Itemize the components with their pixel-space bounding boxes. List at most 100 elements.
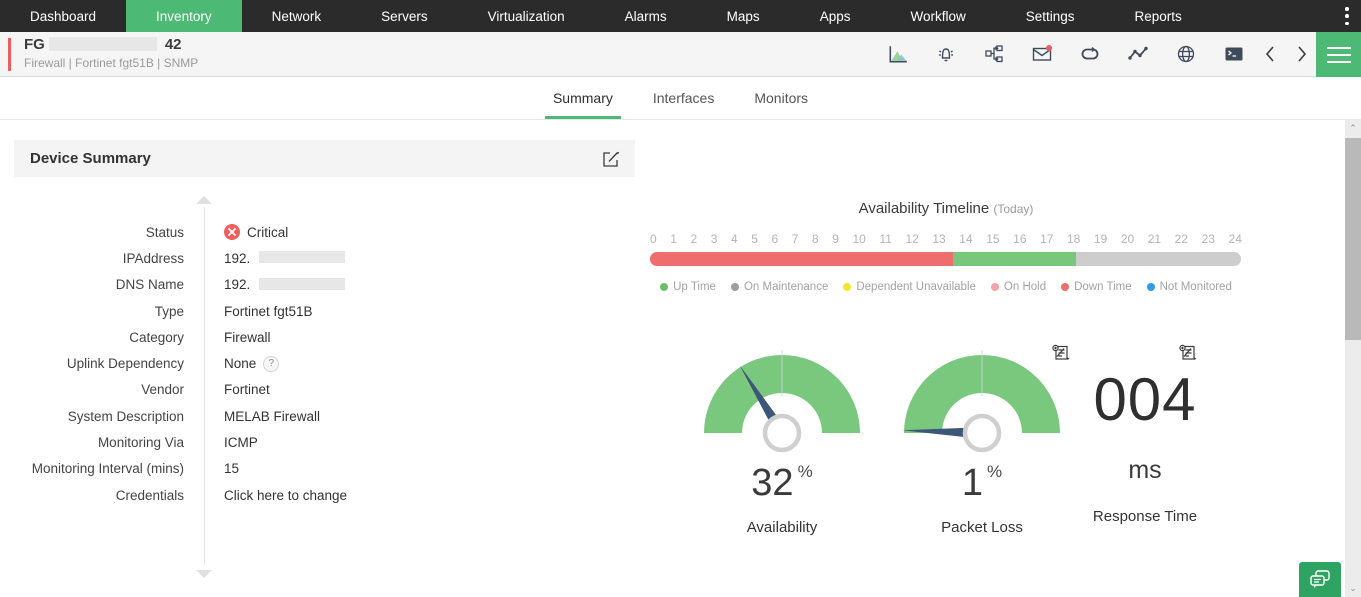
mail-icon[interactable] xyxy=(1031,43,1053,65)
device-title-number: 42 xyxy=(164,36,182,53)
scrollbar-up-icon[interactable]: ⌃ xyxy=(1349,123,1357,133)
nav-item-settings[interactable]: Settings xyxy=(1025,8,1075,24)
field-divider xyxy=(204,207,205,565)
field-row-vendor: Vendor Fortinet xyxy=(141,382,270,398)
field-row-ipaddress: IPAddress 192. xyxy=(14,245,574,271)
chat-bubbles-icon xyxy=(1310,569,1330,588)
system-description-value: MELAB Firewall xyxy=(224,408,321,424)
status-value: Critical xyxy=(247,224,289,240)
workflow-icon[interactable] xyxy=(983,43,1005,65)
more-menu-icon[interactable] xyxy=(1341,7,1353,25)
nav-item-workflow[interactable]: Workflow xyxy=(910,8,966,24)
prev-device-icon[interactable] xyxy=(1263,43,1277,65)
vendor-value: Fortinet xyxy=(224,382,270,398)
category-value: Firewall xyxy=(224,329,271,345)
dnsname-value: 192. xyxy=(224,277,251,293)
performance-chart-icon[interactable] xyxy=(887,43,909,65)
ipaddress-value: 192. xyxy=(224,250,251,266)
nav-item-servers[interactable]: Servers xyxy=(381,8,428,24)
onhold-dot-icon xyxy=(990,283,999,291)
edit-icon[interactable] xyxy=(601,149,621,169)
tab-summary[interactable]: Summary xyxy=(544,90,621,119)
timeline-segment-uptime[interactable] xyxy=(952,252,1076,266)
legend-item-downtime: Down Time xyxy=(1061,281,1132,293)
nav-item-dashboard[interactable]: Dashboard xyxy=(30,8,97,24)
field-row-uplink-dependency: Uplink Dependency None ? xyxy=(14,350,574,376)
menu-toggle-button[interactable] xyxy=(1316,32,1361,77)
field-row-status: Status Critical xyxy=(145,224,289,241)
field-row-category: Category Firewall xyxy=(129,329,271,345)
uptime-dot-icon xyxy=(660,283,669,291)
credentials-change-link[interactable]: Click here to change xyxy=(224,487,348,503)
chat-button[interactable] xyxy=(1299,562,1341,597)
vertical-scrollbar[interactable]: ⌃ ⌄ xyxy=(1345,120,1361,597)
availability-label: Availability xyxy=(746,519,818,536)
timeline-segment-notmonitored[interactable] xyxy=(1075,252,1241,266)
device-title: FG 42 xyxy=(24,36,182,53)
notmonitored-dot-icon xyxy=(1146,283,1155,291)
scrollbar-down-icon[interactable]: ⌄ xyxy=(1349,583,1357,593)
tab-interfaces[interactable]: Interfaces xyxy=(652,90,715,106)
device-header-bar: FG 42 Firewall | Fortinet fgt51B | SNMP xyxy=(0,32,1361,77)
nav-item-apps[interactable]: Apps xyxy=(819,8,851,24)
device-toolbar xyxy=(887,32,1309,76)
timeline-period: (Today) xyxy=(993,202,1034,216)
legend-item-notmonitored: Not Monitored xyxy=(1146,281,1232,293)
dependent-unavailable-dot-icon xyxy=(843,283,852,291)
nav-item-virtualization[interactable]: Virtualization xyxy=(487,8,565,24)
timeline-segment-downtime[interactable] xyxy=(650,252,953,266)
device-title-prefix: FG xyxy=(24,36,45,53)
nav-item-inventory[interactable]: Inventory xyxy=(126,0,242,32)
traffic-pulse-icon[interactable] xyxy=(1127,43,1149,65)
type-value: Fortinet fgt51B xyxy=(224,303,313,319)
field-row-system-description: System Description MELAB Firewall xyxy=(67,408,321,424)
redacted-device-name xyxy=(48,37,157,52)
alarm-bell-icon[interactable] xyxy=(935,43,957,65)
availability-gauge-arc xyxy=(704,350,860,453)
response-time-unit: ms xyxy=(1128,456,1162,484)
availability-timeline-bar[interactable] xyxy=(650,252,1241,266)
legend-item-onmaintenance: On Maintenance xyxy=(730,281,828,293)
nav-item-network[interactable]: Network xyxy=(271,8,322,24)
scrollbar-thumb[interactable] xyxy=(1345,138,1361,340)
critical-status-icon xyxy=(224,224,240,241)
response-time-report-icon[interactable] xyxy=(1179,344,1197,362)
response-time-widget: 004 ms Response Time xyxy=(1053,366,1237,526)
help-icon[interactable]: ? xyxy=(263,355,280,372)
redacted-dnsname xyxy=(259,277,346,290)
field-row-monitoring-interval: Monitoring Interval (mins) 15 xyxy=(31,461,240,477)
monitoring-interval-value: 15 xyxy=(224,461,240,477)
redacted-ipaddress xyxy=(259,251,346,264)
response-time-value: 004 xyxy=(1093,366,1197,433)
field-row-dnsname: DNS Name 192. xyxy=(14,272,574,298)
downtime-dot-icon xyxy=(1061,283,1070,291)
nav-item-reports[interactable]: Reports xyxy=(1134,8,1182,24)
tab-monitors[interactable]: Monitors xyxy=(754,90,809,106)
device-summary-fields: Status Critical IPAddress 192. DNS Name … xyxy=(14,219,574,508)
device-tabs: Summary Interfaces Monitors xyxy=(0,77,1361,120)
terminal-icon[interactable] xyxy=(1223,43,1245,65)
next-device-icon[interactable] xyxy=(1295,43,1309,65)
globe-icon[interactable] xyxy=(1175,43,1197,65)
device-summary-header: Device Summary xyxy=(14,140,635,177)
field-row-monitoring-via: Monitoring Via ICMP xyxy=(97,435,258,451)
field-row-type: Type Fortinet fgt51B xyxy=(154,303,313,319)
response-time-label: Response Time xyxy=(1092,508,1198,525)
availability-timeline-title: Availability Timeline (Today) xyxy=(858,200,1034,217)
packet-loss-gauge-arc xyxy=(902,350,1060,453)
timeline-legend: Up Time On Maintenance Dependent Unavail… xyxy=(650,281,1242,293)
packet-loss-report-icon[interactable] xyxy=(1052,344,1070,362)
availability-gauge: 32% Availability xyxy=(690,348,874,536)
nav-item-maps[interactable]: Maps xyxy=(726,8,760,24)
field-row-credentials: Credentials Click here to change xyxy=(115,487,348,503)
top-navigation: Dashboard Inventory Network Servers Virt… xyxy=(0,0,1361,32)
packet-loss-value: 1% xyxy=(961,462,1003,504)
scroll-down-arrow-icon[interactable] xyxy=(196,570,212,578)
nav-item-alarms[interactable]: Alarms xyxy=(624,8,667,24)
scroll-up-arrow-icon[interactable] xyxy=(196,196,212,204)
uplink-dependency-value: None xyxy=(224,356,257,372)
availability-value: 32% xyxy=(751,462,813,504)
packet-loss-label: Packet Loss xyxy=(941,519,1023,536)
link-loop-icon[interactable] xyxy=(1079,43,1101,65)
